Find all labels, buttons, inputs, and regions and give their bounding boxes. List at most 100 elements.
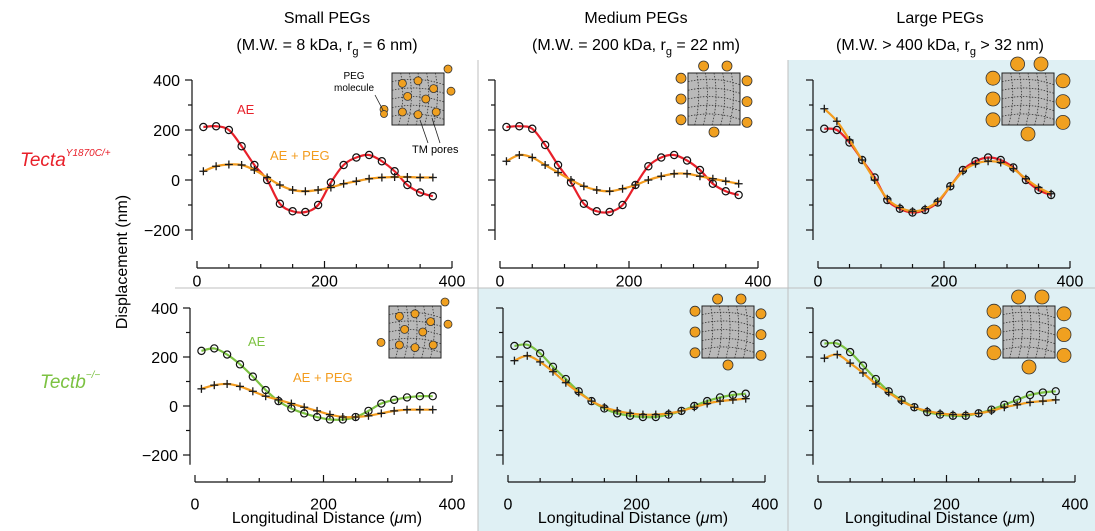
peg-molecule-dot [426, 317, 436, 327]
x-axis-label-medium: Longitudinal Distance (μm) [538, 510, 728, 527]
peg-molecule-dot [413, 110, 423, 119]
data-point-ae [301, 207, 310, 217]
peg-molecule-dot [689, 347, 701, 359]
x-tick-label: 200 [311, 273, 338, 290]
peg-molecule-dot [675, 93, 687, 105]
peg-molecule-dot [675, 72, 687, 84]
data-point-ae [515, 122, 524, 131]
peg-molecule-dot [689, 326, 701, 338]
tm-pore-line [388, 346, 442, 353]
chart-panel: 0 200 400 [488, 79, 772, 290]
data-point-ae [377, 399, 386, 408]
data-point-ae [1038, 388, 1048, 397]
data-point-ae [415, 188, 425, 197]
column-subtitle-large: (M.W. > 400 kDa, rg > 32 nm) [836, 37, 1044, 58]
x-axis-label-small: Longitudinal Distance (μm) [232, 510, 422, 527]
peg-molecule-dot [431, 107, 441, 117]
tm-pore-line [694, 72, 700, 126]
data-point-ae [428, 192, 438, 201]
data-point-ae [415, 392, 425, 401]
tm-pore-line [391, 96, 445, 103]
tm-pore-line [701, 329, 755, 336]
x-tick-label: 0 [193, 273, 202, 290]
tm-pore-line [388, 320, 442, 327]
tm-pore-line [1017, 305, 1023, 359]
peg-molecule-dot [741, 75, 753, 87]
peg-molecule-dot [1034, 289, 1050, 305]
data-point-ae [364, 150, 374, 160]
peg-molecule-dot [1055, 73, 1071, 89]
peg-molecule-dot [376, 337, 386, 347]
x-tick-label: 0 [191, 496, 200, 513]
tm-pore-line [1001, 87, 1055, 94]
data-point-ae [734, 190, 743, 200]
column-subtitle-small: (M.W. = 8 kDa, rg = 6 nm) [236, 37, 417, 58]
x-tick-label: 400 [745, 273, 772, 290]
plot-panels: −200 0 200 400 0 200 400 0 200 400 0 200 400 −200 0 200… [142, 73, 1088, 513]
tm-schematic [376, 297, 453, 359]
y-tick-label: 200 [151, 350, 178, 367]
peg-molecule-dot [1021, 359, 1037, 375]
data-point-ae [669, 150, 679, 160]
data-point-ae [535, 349, 545, 358]
peg-molecule-dot [403, 92, 413, 101]
tm-pore-line [687, 96, 741, 103]
tm-pore-line [432, 72, 438, 126]
data-point-ae [721, 187, 730, 196]
peg-molecule-dot [428, 340, 438, 350]
peg-molecule-dot [1055, 115, 1071, 130]
data-point-ae [313, 200, 323, 210]
series-line-ae [203, 125, 434, 214]
peg-molecule-dot [394, 340, 404, 350]
peg-molecule-dot [418, 327, 428, 337]
tm-pore-line [720, 72, 726, 126]
data-point-ae [644, 162, 653, 171]
peg-molecule-dot [721, 60, 733, 72]
tm-pore-line [1001, 78, 1055, 86]
peg-molecule-dot [755, 308, 767, 320]
tm-pore-line [1002, 346, 1056, 353]
data-point-ae [403, 180, 412, 190]
tm-pore-line [1042, 72, 1048, 126]
x-tick-label: 200 [623, 496, 650, 513]
peg-molecule-dot [708, 126, 720, 138]
peg-molecule-dot [722, 359, 734, 371]
peg-molecule-dot [429, 84, 439, 93]
x-tick-label: 400 [1062, 496, 1089, 513]
series-line-ae [506, 125, 739, 214]
data-point-ae [657, 153, 666, 162]
y-tick-label: 400 [153, 73, 180, 90]
peg-molecule-dot [413, 76, 423, 86]
peg-molecule-dot [985, 70, 1001, 86]
peg-molecule-dot [410, 343, 420, 353]
data-point-ae [389, 395, 399, 405]
x-tick-label: 0 [814, 496, 823, 513]
tm-pore-line [701, 320, 755, 327]
data-point-ae [845, 347, 855, 357]
chart-panel: 0 200 400 [496, 307, 778, 513]
x-tick-label: 0 [496, 273, 505, 290]
peg-molecule-dot [755, 349, 767, 361]
x-tick-label: 200 [933, 496, 960, 513]
tm-pore-line [1002, 337, 1056, 345]
tm-block [1002, 305, 1056, 359]
peg-molecule-dot [443, 319, 453, 329]
data-point-ae [833, 339, 842, 348]
tm-pore-line [1025, 72, 1031, 126]
data-point-ae [275, 199, 285, 208]
peg-molecule-dot [675, 114, 687, 126]
tm-pore-line [1043, 305, 1049, 359]
peg-molecule-dot [986, 324, 1002, 340]
data-point-ae [618, 200, 627, 210]
tm-schematic [986, 289, 1072, 375]
tm-pore-line [1002, 320, 1056, 327]
tm-pore-line [711, 72, 717, 126]
tm-pore-line [388, 329, 442, 336]
annotation-ae-tecta: AE [237, 102, 255, 117]
column-subtitle-medium: (M.W. = 200 kDa, rg = 22 nm) [532, 37, 740, 58]
data-point-ae [832, 125, 842, 135]
peg-molecule-dot [1020, 126, 1036, 142]
peg-molecule-dot [985, 112, 1001, 128]
y-tick-label: 400 [151, 301, 178, 318]
